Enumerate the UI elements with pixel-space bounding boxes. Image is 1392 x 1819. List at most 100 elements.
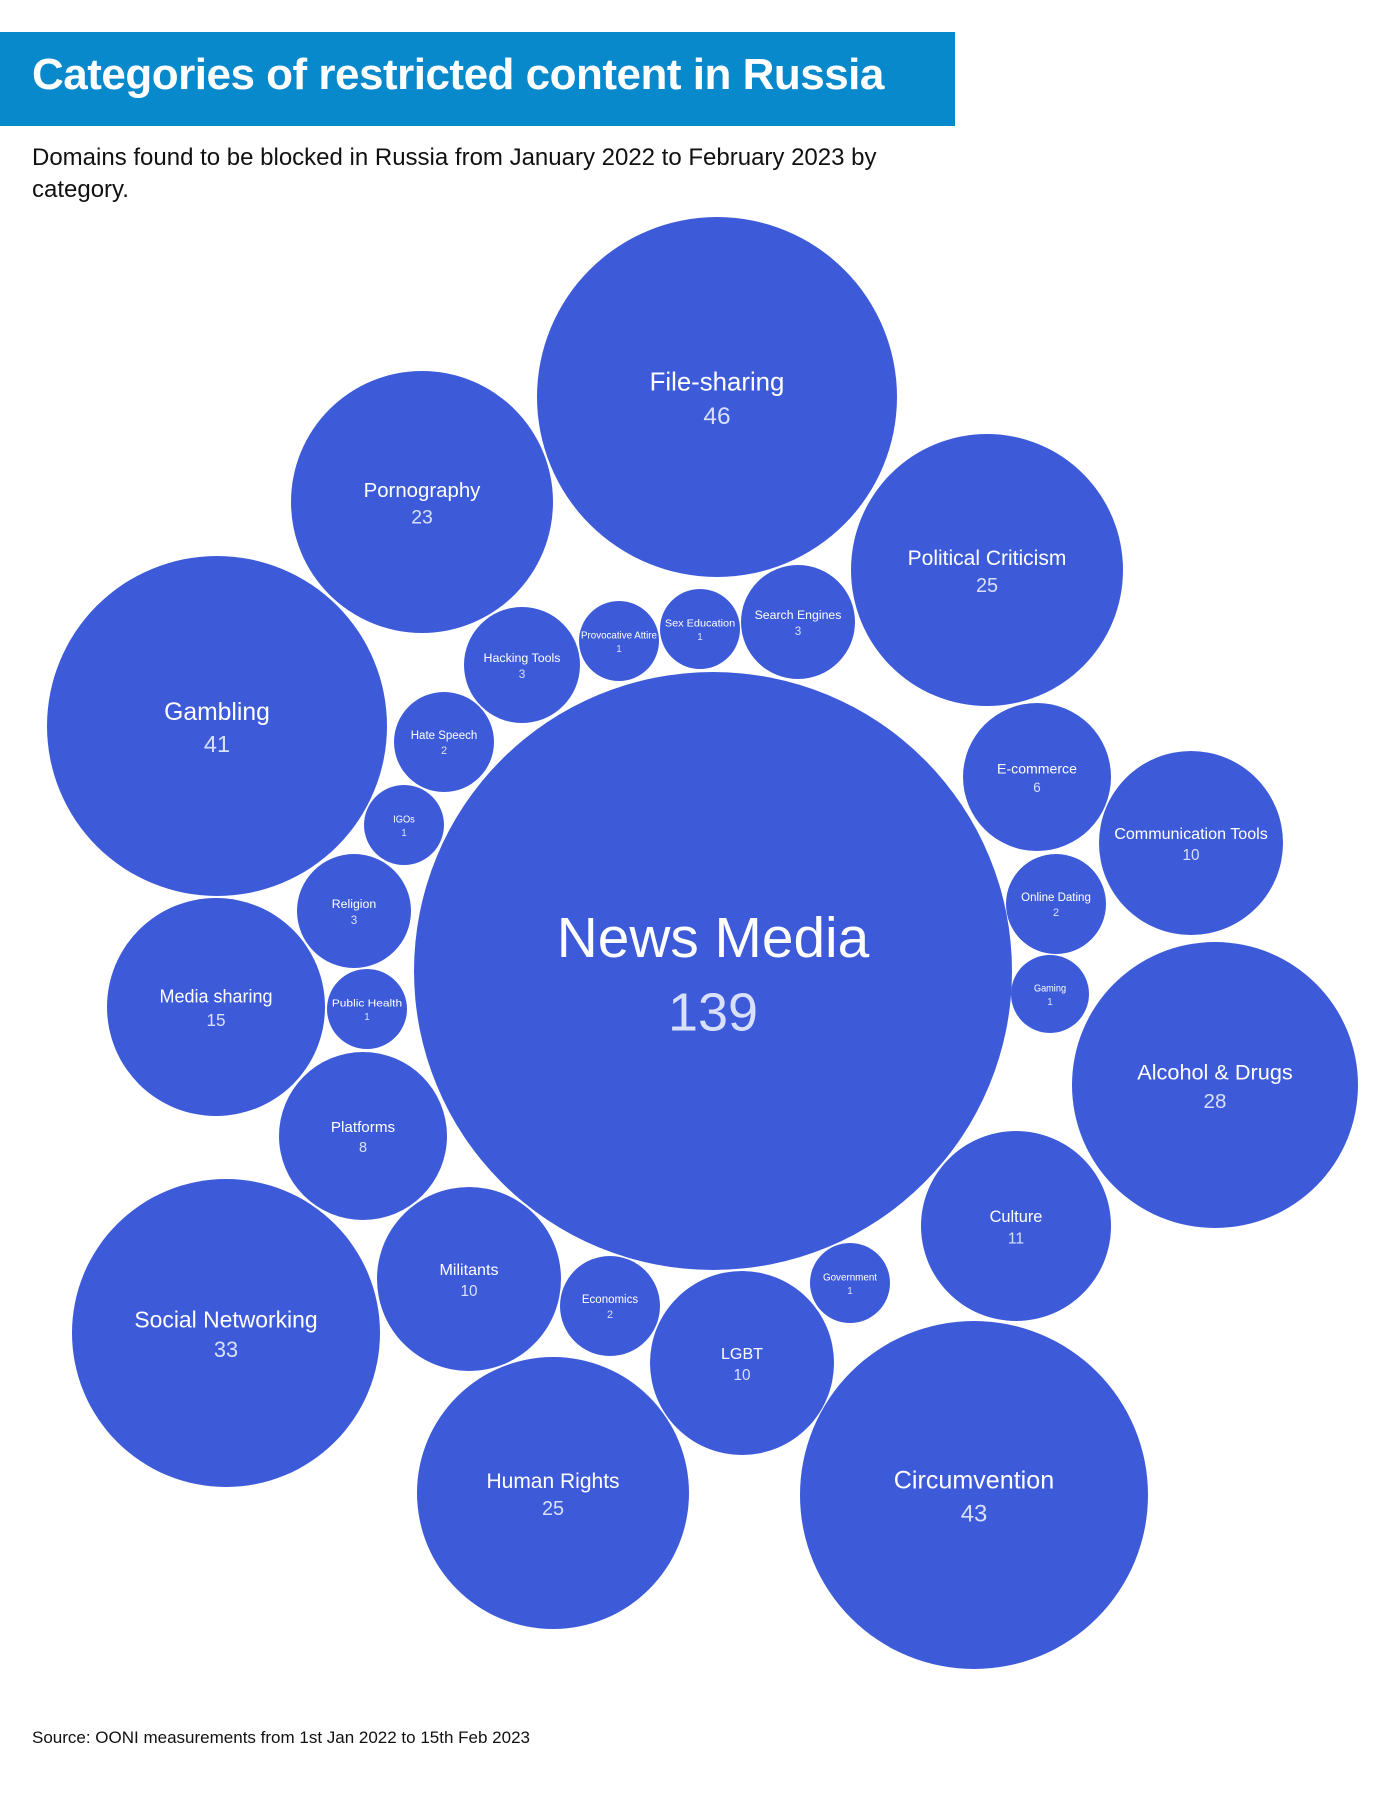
bubble-circle (560, 1256, 660, 1356)
bubble-platforms: Platforms 8 (279, 1052, 447, 1220)
bubble-value: 46 (703, 403, 730, 430)
bubble-hate-speech: Hate Speech 2 (394, 692, 494, 792)
bubble-value: 25 (976, 575, 998, 597)
bubble-label: Circumvention (894, 1467, 1054, 1495)
bubble-circle (297, 854, 411, 968)
bubble-circle (537, 217, 897, 577)
bubble-value: 43 (961, 1500, 988, 1527)
chart-subtitle: Domains found to be blocked in Russia fr… (32, 144, 877, 203)
bubble-circle (579, 601, 659, 681)
bubble-value: 41 (204, 731, 230, 757)
bubble-circle (47, 556, 387, 896)
bubble-label: Hacking Tools (484, 651, 561, 665)
bubble-value: 1 (364, 1012, 370, 1023)
bubble-label: Media sharing (159, 987, 272, 1007)
bubble-sex-education: Sex Education 1 (660, 589, 740, 669)
bubble-value: 10 (733, 1367, 750, 1384)
bubble-circle (741, 565, 855, 679)
bubble-militants: Militants 10 (377, 1187, 561, 1371)
bubble-circle (279, 1052, 447, 1220)
bubble-lgbt: LGBT 10 (650, 1271, 834, 1455)
bubble-label: Human Rights (486, 1470, 619, 1493)
bubble-value: 1 (401, 828, 407, 839)
bubble-media-sharing: Media sharing 15 (107, 898, 325, 1116)
bubble-value: 23 (411, 506, 433, 528)
bubble-value: 28 (1204, 1090, 1227, 1113)
bubble-label: Online Dating (1021, 892, 1091, 904)
bubble-label: Political Criticism (908, 547, 1067, 570)
bubble-circle (327, 969, 407, 1049)
bubble-label: Communication Tools (1114, 825, 1268, 843)
bubble-value: 11 (1008, 1230, 1024, 1247)
bubble-human-rights: Human Rights 25 (417, 1357, 689, 1629)
source-note: Source: OONI measurements from 1st Jan 2… (32, 1728, 530, 1747)
bubble-value: 1 (847, 1286, 853, 1297)
bubble-provocative-attire: Provocative Attire 1 (579, 601, 659, 681)
title-bar (0, 32, 955, 126)
bubble-online-dating: Online Dating 2 (1006, 854, 1106, 954)
bubble-value: 3 (795, 625, 802, 638)
bubble-hacking-tools: Hacking Tools 3 (464, 607, 580, 723)
chart-title: Categories of restricted content in Russ… (32, 50, 884, 99)
bubble-circle (660, 589, 740, 669)
bubble-economics: Economics 2 (560, 1256, 660, 1356)
bubble-value: 6 (1033, 780, 1040, 795)
bubble-value: 25 (542, 1498, 564, 1520)
bubble-value: 3 (351, 914, 358, 927)
bubble-label: Economics (582, 1294, 638, 1306)
bubble-label: Religion (332, 897, 377, 911)
bubble-government: Government 1 (810, 1243, 890, 1323)
bubble-value: 1 (616, 644, 622, 655)
bubble-label: Gaming (1034, 983, 1066, 994)
bubble-circle (1072, 942, 1358, 1228)
bubble-circle (464, 607, 580, 723)
bubble-label: Search Engines (755, 608, 842, 622)
bubble-label: Social Networking (134, 1306, 317, 1332)
bubble-label: Gambling (164, 699, 270, 726)
bubble-value: 8 (359, 1140, 367, 1156)
bubble-value: 1 (697, 632, 703, 643)
bubble-value: 15 (206, 1011, 225, 1030)
bubble-news-media: News Media 139 (414, 672, 1012, 1270)
bubble-label: Culture (990, 1208, 1043, 1226)
bubble-religion: Religion 3 (297, 854, 411, 968)
bubble-circle (394, 692, 494, 792)
bubble-e-commerce: E-commerce 6 (963, 703, 1111, 851)
bubble-value: 3 (519, 667, 526, 681)
bubble-circle (851, 434, 1123, 706)
bubble-public-health: Public Health 1 (327, 969, 407, 1049)
bubble-label: Public Health (332, 998, 403, 1009)
bubble-label: Government (823, 1272, 877, 1283)
bubble-label: Alcohol & Drugs (1137, 1060, 1293, 1085)
bubble-communication-tools: Communication Tools 10 (1099, 751, 1283, 935)
bubble-circle (291, 371, 553, 633)
bubble-circle (1006, 854, 1106, 954)
bubble-pornography: Pornography 23 (291, 371, 553, 633)
bubble-circle (1099, 751, 1283, 935)
bubble-circle (377, 1187, 561, 1371)
bubble-value: 2 (441, 745, 447, 757)
bubble-circle (414, 672, 1012, 1270)
bubble-label: Hate Speech (411, 730, 478, 742)
bubble-circle (921, 1131, 1111, 1321)
bubble-alcohol-drugs: Alcohol & Drugs 28 (1072, 942, 1358, 1228)
bubble-social-networking: Social Networking 33 (72, 1179, 380, 1487)
bubble-file-sharing: File-sharing 46 (537, 217, 897, 577)
bubble-label: File-sharing (650, 369, 785, 397)
bubble-label: E-commerce (997, 760, 1077, 776)
bubble-search-engines: Search Engines 3 (741, 565, 855, 679)
bubble-value: 33 (214, 1337, 238, 1362)
bubble-political-criticism: Political Criticism 25 (851, 434, 1123, 706)
bubble-culture: Culture 11 (921, 1131, 1111, 1321)
bubble-circle (107, 898, 325, 1116)
bubble-value: 139 (668, 983, 758, 1043)
bubble-value: 10 (1182, 847, 1199, 864)
bubble-value: 1 (1047, 997, 1052, 1008)
bubble-gaming: Gaming 1 (1011, 955, 1089, 1033)
bubble-label: News Media (557, 907, 870, 970)
bubble-gambling: Gambling 41 (47, 556, 387, 896)
bubble-circle (1011, 955, 1089, 1033)
bubble-label: Militants (439, 1261, 498, 1279)
bubble-circle (650, 1271, 834, 1455)
